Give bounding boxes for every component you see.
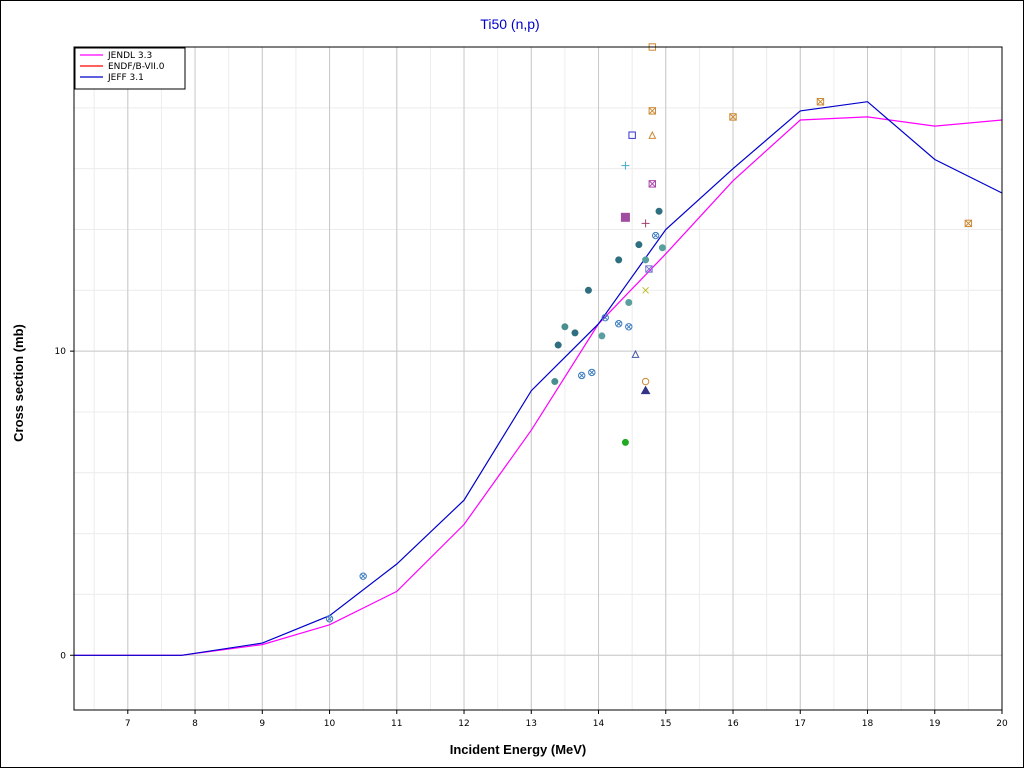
data-point (325, 615, 334, 623)
data-point (601, 313, 609, 322)
x-tick-label: 18 (862, 719, 874, 729)
x-axis-label: Incident Energy (MeV) (450, 742, 587, 757)
x-tick-label: 13 (526, 719, 537, 729)
data-point (578, 371, 586, 380)
data-point (658, 244, 666, 252)
data-point (625, 323, 633, 331)
series-line-1 (74, 116, 1003, 656)
data-point (359, 572, 367, 580)
data-point (642, 286, 649, 294)
x-tick-label: 9 (259, 719, 265, 729)
y-axis-ticks: 0 10 (55, 347, 74, 661)
series-layer (74, 101, 1003, 656)
data-point (655, 207, 663, 215)
data-point (614, 320, 623, 328)
data-point (551, 378, 559, 386)
x-tick-label: 14 (593, 719, 605, 729)
data-point (648, 180, 657, 188)
x-tick-label: 12 (458, 719, 469, 729)
x-tick-label: 16 (727, 719, 739, 729)
data-point (645, 265, 653, 273)
data-point (631, 349, 640, 358)
data-point (554, 341, 562, 349)
data-point (648, 107, 657, 115)
plot-border (73, 46, 1003, 711)
data-point (588, 368, 596, 377)
series-line-3 (74, 101, 1003, 656)
data-point (584, 286, 592, 294)
data-point (635, 241, 643, 249)
y-tick-label: 10 (55, 347, 67, 357)
x-tick-label: 20 (996, 719, 1008, 729)
data-point (651, 231, 660, 240)
data-point (964, 219, 973, 228)
data-point (561, 323, 569, 331)
x-tick-label: 11 (391, 719, 402, 729)
data-point (615, 256, 623, 264)
x-tick-label: 7 (125, 719, 131, 729)
data-point (628, 131, 636, 139)
legend-entry: JEFF 3.1 (107, 73, 144, 83)
data-point (571, 329, 579, 337)
data-point (816, 98, 825, 106)
x-tick-label: 10 (324, 719, 336, 729)
x-tick-label: 8 (192, 719, 198, 729)
legend-entry: JENDL 3.3 (107, 51, 152, 61)
data-point (641, 219, 650, 228)
chart-title: Ti50 (n,p) (480, 16, 539, 32)
x-tick-label: 15 (660, 719, 671, 729)
data-point (648, 130, 657, 139)
data-point (729, 113, 737, 121)
data-point (621, 438, 629, 446)
plot-area (74, 47, 1002, 710)
x-tick-label: 19 (929, 719, 941, 729)
data-point (625, 298, 633, 306)
experimental-points (325, 43, 973, 623)
x-tick-label: 17 (795, 719, 806, 729)
data-point (642, 256, 650, 264)
major-grid (74, 47, 1003, 710)
data-point (620, 212, 630, 222)
y-axis-label: Cross section (mb) (11, 324, 26, 442)
data-point (598, 332, 606, 340)
x-axis-ticks: 7 8 9 10 11 12 13 14 15 16 17 18 19 20 (125, 710, 1008, 729)
data-point (641, 377, 650, 386)
data-point (621, 161, 630, 170)
y-tick-label: 0 (60, 651, 66, 661)
data-point (640, 385, 651, 395)
legend-entry: ENDF/B-VII.0 (108, 62, 165, 72)
